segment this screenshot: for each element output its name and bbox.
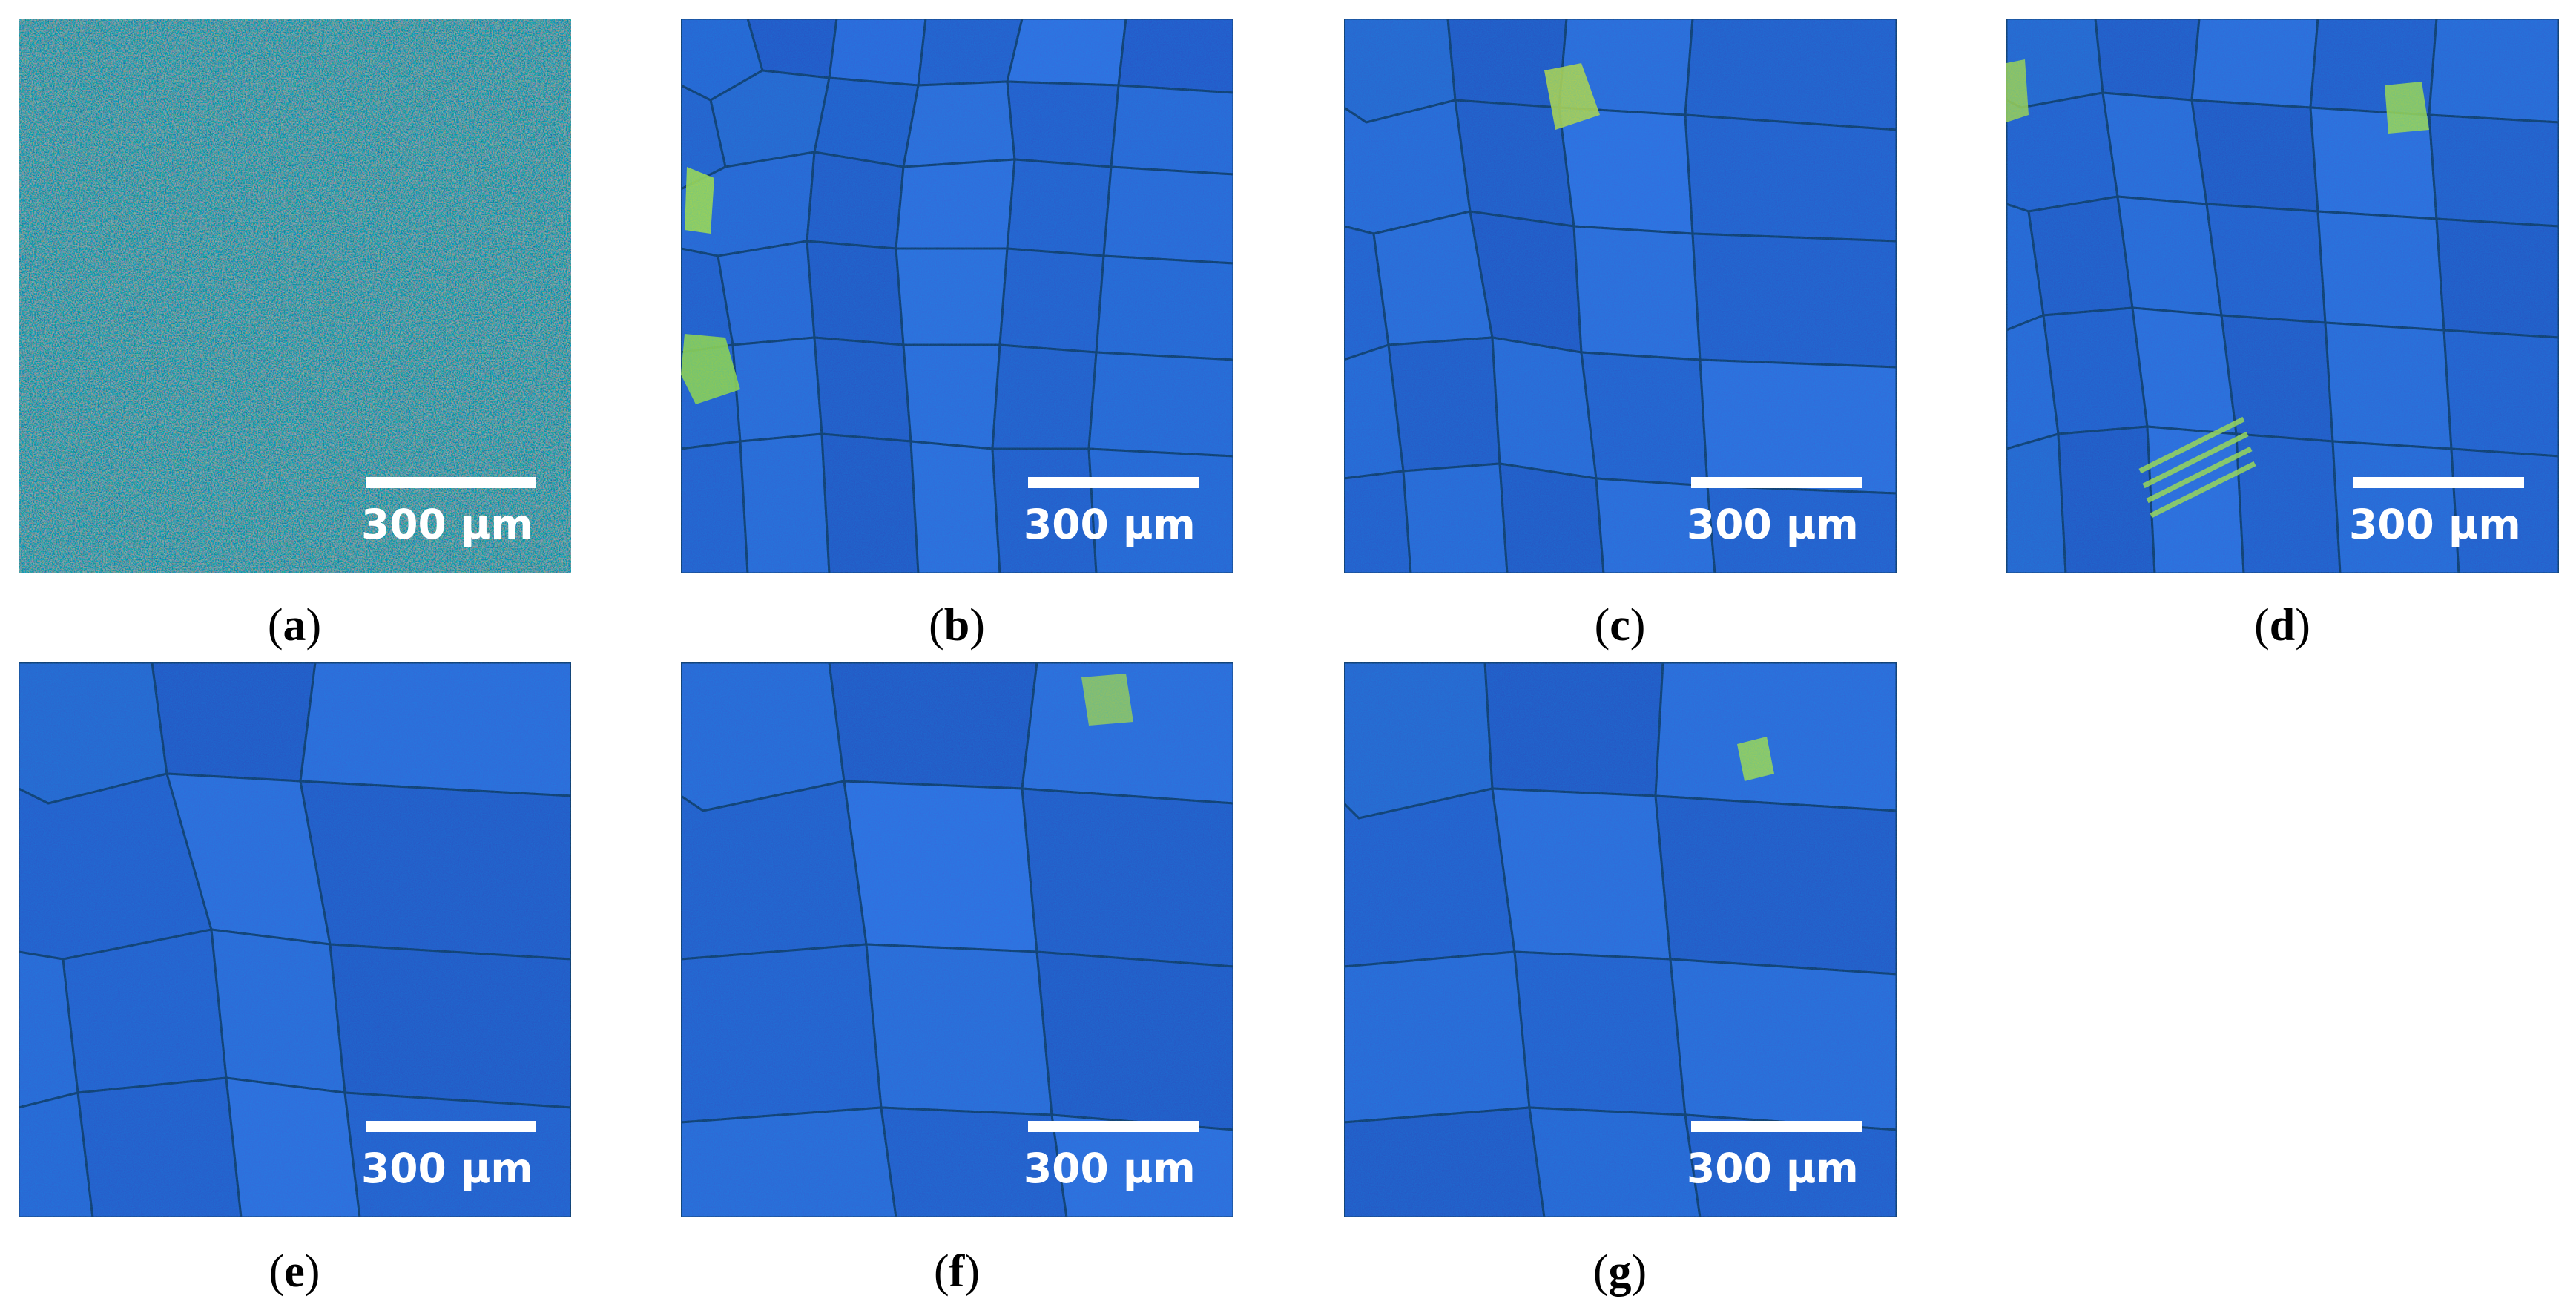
panel-caption-c: (c) (1594, 600, 1646, 651)
panel-caption-d: (d) (2254, 600, 2310, 651)
ebsd-map-g (1344, 662, 1897, 1217)
micrograph-panel-e: 300 µm (19, 662, 571, 1217)
panel-caption-a: (a) (267, 600, 322, 651)
ebsd-map-b (681, 19, 1233, 573)
scale-bar-label: 300 µm (361, 1145, 533, 1192)
scale-bar-label: 300 µm (1687, 501, 1859, 548)
micrograph-panel-g: 300 µm (1344, 662, 1897, 1217)
micrograph-panel-b: 300 µm (681, 19, 1233, 573)
scale-bar (1028, 477, 1199, 488)
scale-bar-label: 300 µm (2349, 501, 2521, 548)
ebsd-map-f (681, 662, 1233, 1217)
scale-bar-label: 300 µm (1687, 1145, 1859, 1192)
scale-bar (2353, 477, 2524, 488)
micrograph-panel-f: 300 µm (681, 662, 1233, 1217)
scale-bar (1028, 1121, 1199, 1132)
ebsd-map-d (2006, 19, 2559, 573)
scale-bar (366, 477, 536, 488)
scale-bar (366, 1121, 536, 1132)
scale-bar-label: 300 µm (361, 501, 533, 548)
micrograph-panel-d: 300 µm (2006, 19, 2559, 573)
micrograph-panel-a: 300 µm (19, 19, 571, 573)
panel-caption-b: (b) (929, 600, 985, 651)
scale-bar (1691, 477, 1862, 488)
panel-caption-g: (g) (1592, 1246, 1647, 1297)
scale-bar-label: 300 µm (1024, 1145, 1196, 1192)
micrograph-panel-c: 300 µm (1344, 19, 1897, 573)
panel-caption-e: (e) (269, 1246, 320, 1297)
ebsd-map-a (19, 19, 571, 573)
scale-bar-label: 300 µm (1024, 501, 1196, 548)
ebsd-map-e (19, 662, 571, 1217)
ebsd-map-c (1344, 19, 1897, 573)
panel-caption-f: (f) (934, 1246, 980, 1297)
scale-bar (1691, 1121, 1862, 1132)
